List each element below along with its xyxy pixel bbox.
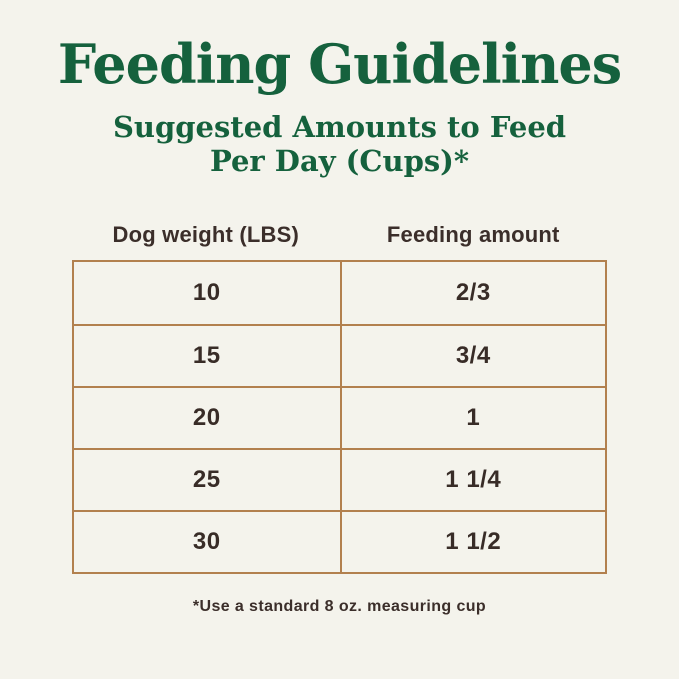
- dog-weight-cell: 25: [192, 466, 221, 494]
- feeding-amount-cell: 1 1/2: [339, 512, 606, 573]
- table-row: 20 1: [74, 386, 606, 449]
- measuring-cup-footnote: *Use a standard 8 oz. measuring cup: [192, 598, 487, 616]
- column-header-feeding-amount: Feeding amount: [386, 222, 560, 248]
- feeding-amount-cell: 3/4: [339, 326, 606, 387]
- page-title: Feeding Guidelines: [57, 32, 622, 96]
- subtitle-line-2: Per Day (Cups)*: [209, 143, 470, 178]
- dog-weight-cell: 10: [192, 279, 221, 307]
- feeding-amount-cell: 2/3: [339, 262, 606, 325]
- dog-weight-cell: 20: [192, 404, 221, 432]
- subtitle-line-1: Suggested Amounts to Feed: [112, 109, 567, 144]
- feeding-table: 10 2/3 15 3/4 20 1 25 1 1/4 30 1 1/2: [72, 260, 607, 575]
- table-row: 15 3/4: [74, 324, 606, 387]
- dog-weight-cell: 30: [192, 528, 221, 556]
- dog-weight-cell: 15: [192, 342, 221, 370]
- table-row: 25 1 1/4: [74, 448, 606, 511]
- feeding-table-section: Dog weight (LBS) Feeding amount 10 2/3 1…: [72, 222, 607, 616]
- table-column-headers: Dog weight (LBS) Feeding amount: [72, 222, 607, 248]
- table-row: 10 2/3: [74, 262, 606, 325]
- feeding-amount-cell: 1 1/4: [339, 450, 606, 511]
- table-row: 30 1 1/2: [74, 510, 606, 573]
- page-subtitle: Suggested Amounts to Feed Per Day (Cups)…: [0, 110, 679, 178]
- feeding-amount-cell: 1: [339, 388, 606, 449]
- column-header-dog-weight: Dog weight (LBS): [112, 222, 299, 248]
